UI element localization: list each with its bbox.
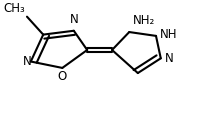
Text: NH₂: NH₂ [133, 14, 155, 27]
Text: N: N [23, 55, 32, 68]
Text: NH: NH [160, 28, 177, 41]
Text: O: O [58, 70, 67, 83]
Text: CH₃: CH₃ [3, 2, 25, 15]
Text: N: N [165, 52, 173, 65]
Text: N: N [69, 13, 78, 26]
